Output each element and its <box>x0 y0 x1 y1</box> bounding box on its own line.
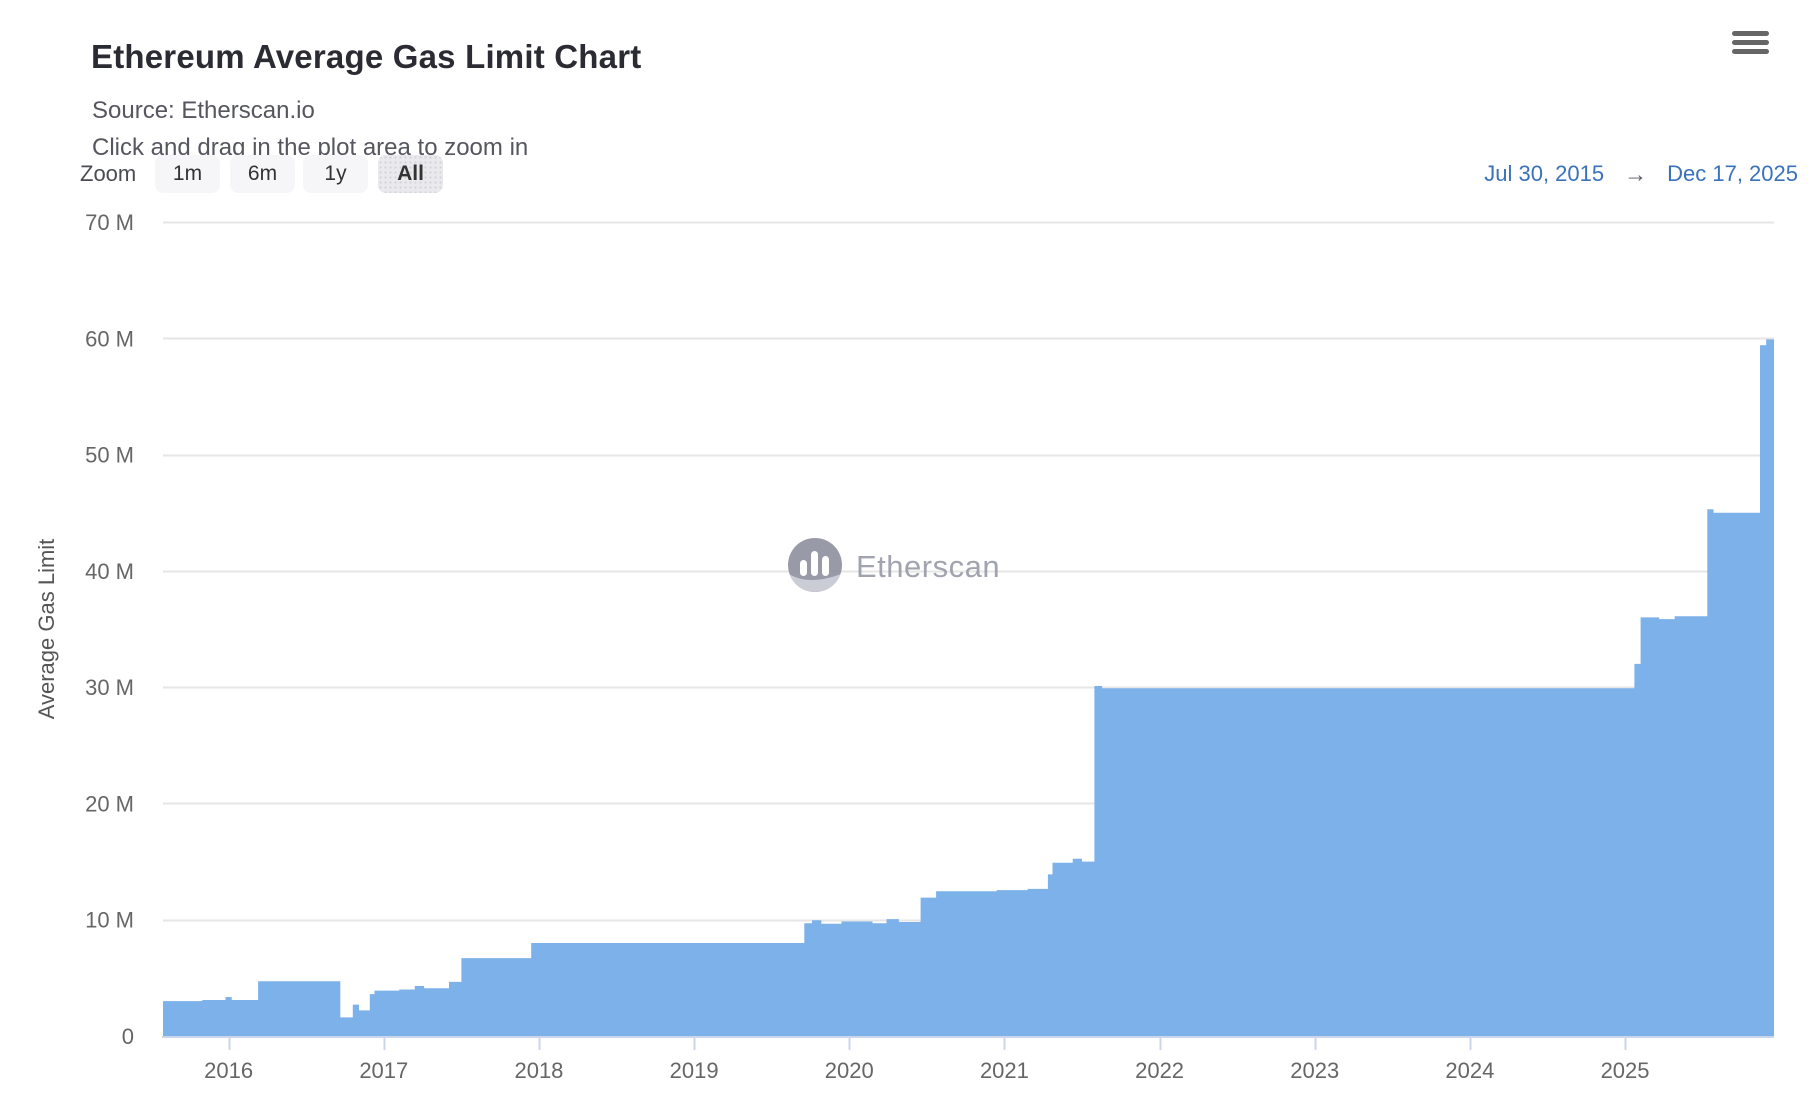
y-tick-label: 30 M <box>85 675 134 700</box>
hamburger-menu-icon[interactable] <box>1732 31 1769 57</box>
zoom-button-all[interactable]: All <box>378 155 443 193</box>
x-tick-label: 2016 <box>204 1058 253 1083</box>
x-tick-label: 2025 <box>1601 1058 1650 1083</box>
plot-area[interactable] <box>163 222 1774 1036</box>
x-tick-label: 2023 <box>1290 1058 1339 1083</box>
y-tick-label: 60 M <box>85 326 134 351</box>
range-arrow-icon: → <box>1624 160 1648 187</box>
chart-subtitle: Source: Etherscan.io Click and drag in t… <box>92 92 528 166</box>
range-to-date[interactable]: Dec 17, 2025 <box>1667 161 1798 186</box>
x-tick-label: 2018 <box>514 1058 563 1083</box>
watermark-bar <box>822 556 829 576</box>
area-series <box>163 338 1774 1036</box>
watermark-bar <box>800 560 807 576</box>
x-tick-label: 2022 <box>1135 1058 1184 1083</box>
page-title: Ethereum Average Gas Limit Chart <box>91 38 642 76</box>
y-tick-label: 10 M <box>85 908 134 933</box>
zoom-label: Zoom <box>80 161 137 186</box>
x-tick-label: 2017 <box>359 1058 408 1083</box>
y-tick-label: 70 M <box>85 210 134 235</box>
x-tick-label: 2020 <box>825 1058 874 1083</box>
watermark-bar <box>811 551 818 576</box>
date-range: Jul 30, 2015 → Dec 17, 2025 <box>1484 155 1798 193</box>
source-line: Source: Etherscan.io <box>92 97 315 124</box>
zoom-button-1m[interactable]: 1m <box>155 155 220 193</box>
x-tick-label: 2024 <box>1445 1058 1494 1083</box>
y-axis-title: Average Gas Limit <box>34 539 59 720</box>
x-tick-label: 2021 <box>980 1058 1029 1083</box>
range-from-date[interactable]: Jul 30, 2015 <box>1484 161 1605 186</box>
y-tick-label: 40 M <box>85 559 134 584</box>
zoom-button-6m[interactable]: 6m <box>230 155 295 193</box>
watermark-text: Etherscan <box>856 549 1000 584</box>
y-tick-label: 50 M <box>85 443 134 468</box>
x-tick-label: 2019 <box>670 1058 719 1083</box>
y-tick-label: 20 M <box>85 791 134 816</box>
zoom-button-1y[interactable]: 1y <box>303 155 368 193</box>
y-tick-label: 0 <box>122 1024 134 1049</box>
